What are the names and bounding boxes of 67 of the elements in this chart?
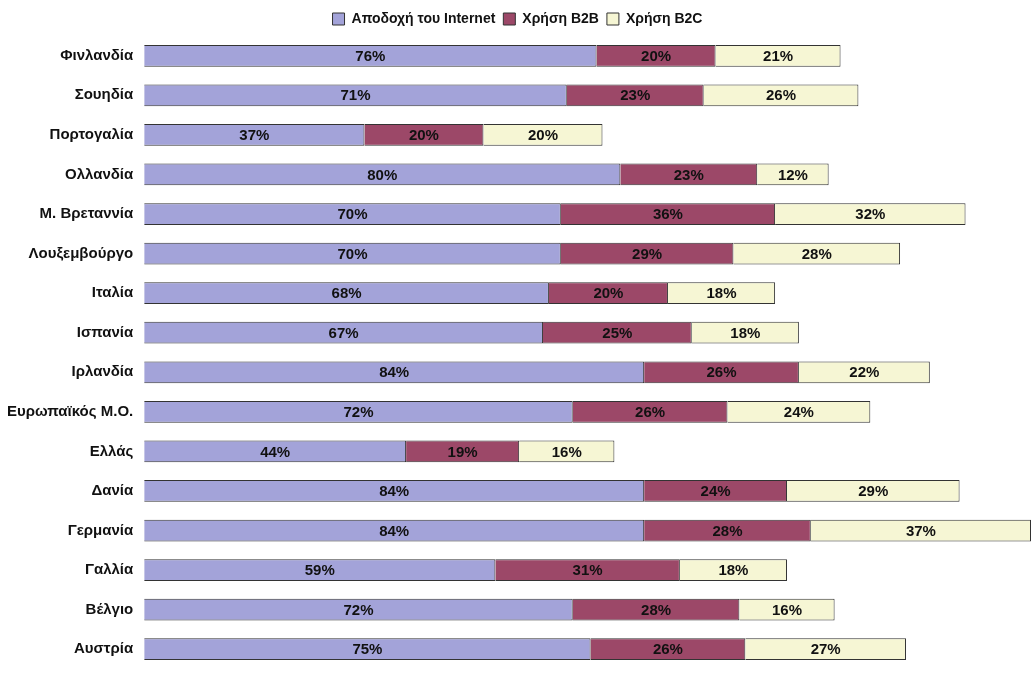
data-label: 16%: [551, 442, 582, 460]
data-label: 24%: [700, 482, 731, 500]
y-tick-label: Βέλγιο: [85, 599, 134, 617]
data-label: 20%: [408, 126, 439, 144]
data-label: 26%: [706, 363, 737, 381]
data-label: 67%: [328, 323, 359, 341]
data-label: 72%: [343, 600, 374, 618]
data-label: 71%: [340, 86, 371, 104]
legend-label: Αποδοχή του Internet: [351, 9, 496, 26]
y-tick-label: Δανία: [91, 481, 134, 499]
data-label: 28%: [801, 244, 832, 262]
data-label: 23%: [620, 86, 651, 104]
y-tick-label: Λουξεμβούργο: [28, 243, 134, 261]
data-label: 28%: [712, 521, 743, 539]
data-label: 75%: [352, 640, 383, 658]
data-label: 36%: [652, 205, 683, 223]
y-tick-label: Ιρλανδία: [71, 362, 134, 380]
data-label: 44%: [260, 442, 291, 460]
y-tick-label: Πορτογαλία: [49, 125, 134, 143]
y-tick-label: Γερμανία: [67, 520, 134, 538]
data-label: 37%: [905, 521, 936, 539]
data-label: 80%: [367, 165, 398, 183]
data-label: 22%: [849, 363, 880, 381]
data-label: 26%: [766, 86, 797, 104]
data-label: 37%: [239, 126, 270, 144]
data-label: 26%: [652, 640, 683, 658]
data-label: 27%: [810, 640, 841, 658]
data-label: 18%: [730, 323, 761, 341]
data-label: 84%: [379, 521, 410, 539]
y-tick-label: Ολλανδία: [65, 164, 134, 182]
data-label: 28%: [641, 600, 672, 618]
data-label: 20%: [527, 126, 558, 144]
data-label: 29%: [632, 244, 663, 262]
data-label: 31%: [572, 561, 603, 579]
data-label: 29%: [858, 482, 889, 500]
data-label: 25%: [602, 323, 633, 341]
legend-label: Χρήση B2B: [522, 9, 599, 26]
data-label: 70%: [337, 205, 368, 223]
data-label: 59%: [304, 561, 335, 579]
y-tick-label: Μ. Βρεταννία: [39, 204, 134, 222]
data-label: 72%: [343, 402, 374, 420]
data-label: 12%: [777, 165, 808, 183]
data-label: 26%: [635, 402, 666, 420]
data-label: 20%: [641, 46, 672, 64]
y-tick-label: Ελλάς: [89, 441, 134, 459]
data-label: 23%: [673, 165, 704, 183]
data-label: 70%: [337, 244, 368, 262]
data-label: 20%: [593, 284, 624, 302]
y-tick-label: Ευρωπαϊκός Μ.Ο.: [7, 401, 134, 419]
legend-label: Χρήση B2C: [625, 9, 703, 26]
data-label: 68%: [331, 284, 362, 302]
data-label: 21%: [763, 46, 794, 64]
data-label: 19%: [447, 442, 478, 460]
data-label: 24%: [783, 402, 814, 420]
data-label: 32%: [855, 205, 886, 223]
data-label: 18%: [718, 561, 749, 579]
data-label: 84%: [379, 482, 410, 500]
y-tick-label: Ισπανία: [76, 322, 134, 340]
y-tick-label: Φινλανδία: [60, 45, 134, 63]
data-label: 18%: [706, 284, 737, 302]
data-label: 76%: [355, 46, 386, 64]
y-tick-label: Σουηδία: [74, 85, 134, 103]
data-label: 84%: [379, 363, 410, 381]
data-label: 16%: [771, 600, 802, 618]
y-tick-label: Ιταλία: [91, 283, 134, 301]
y-tick-label: Γαλλία: [84, 560, 134, 578]
y-tick-label: Αυστρία: [74, 639, 134, 657]
